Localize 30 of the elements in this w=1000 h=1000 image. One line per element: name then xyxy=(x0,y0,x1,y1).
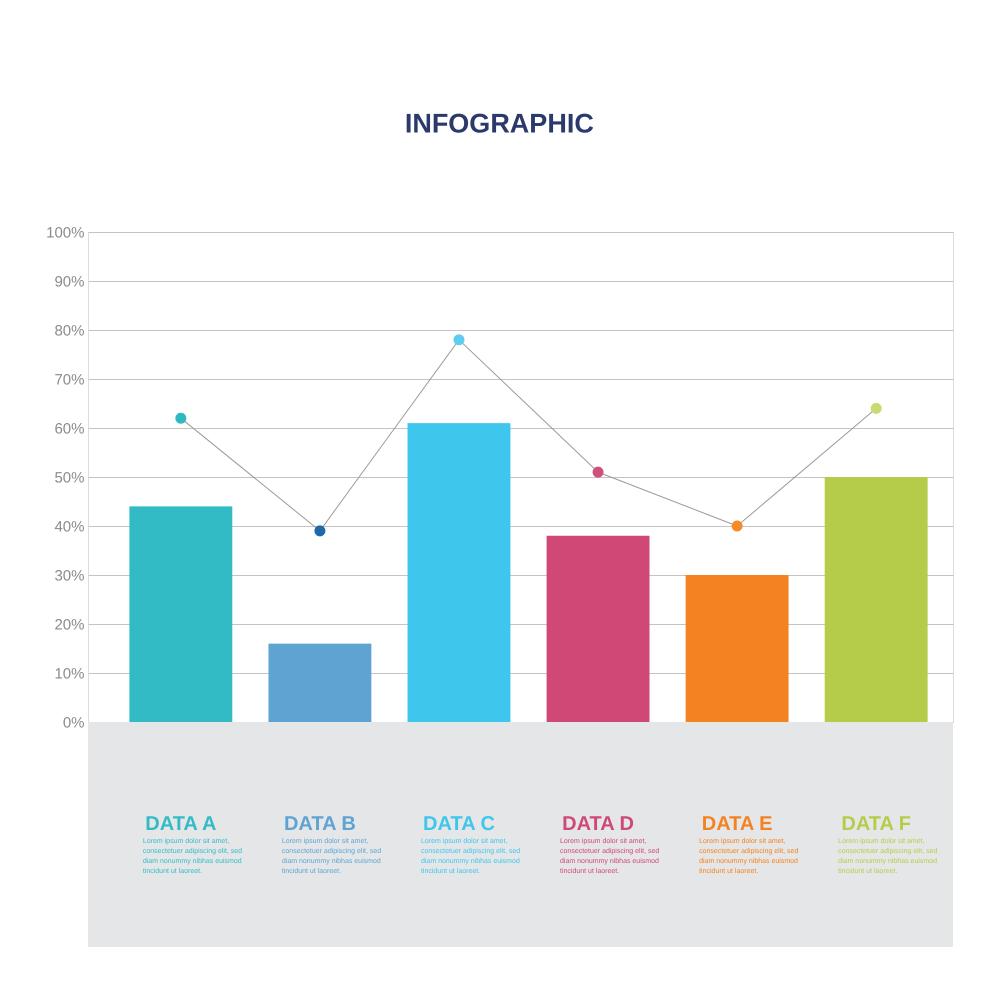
x-tick-label: DATA F xyxy=(841,813,911,835)
x-tick-label: DATA C xyxy=(423,813,495,835)
y-tick-label: 100% xyxy=(46,224,84,242)
bar xyxy=(824,477,928,722)
point xyxy=(732,520,743,532)
x-tick-label: DATA E xyxy=(702,813,772,835)
point xyxy=(314,525,326,536)
y-tick-label: 40% xyxy=(54,518,84,536)
bar xyxy=(686,575,789,722)
y-tick-label: 50% xyxy=(54,470,84,486)
bar xyxy=(268,644,372,722)
y-tick-label: 0% xyxy=(62,714,84,732)
point xyxy=(870,402,882,414)
bar xyxy=(408,423,510,722)
x-tick-label: DATA A xyxy=(145,813,216,835)
bar xyxy=(546,536,650,722)
bar xyxy=(129,506,232,722)
chart-title: INFOGRAPHIC xyxy=(404,108,594,138)
point xyxy=(175,412,186,424)
y-tick-label: 80% xyxy=(54,322,84,340)
y-tick-label: 60% xyxy=(54,420,84,438)
point xyxy=(454,334,464,346)
y-tick-label: 10% xyxy=(54,666,84,682)
y-tick-label: 30% xyxy=(54,568,84,584)
y-tick-label: 20% xyxy=(54,616,84,634)
y-tick-label: 90% xyxy=(54,274,84,290)
x-tick-label: DATA B xyxy=(284,813,356,835)
point xyxy=(592,466,604,478)
y-tick-label: 70% xyxy=(54,372,84,388)
x-tick-label: DATA D xyxy=(562,813,634,835)
